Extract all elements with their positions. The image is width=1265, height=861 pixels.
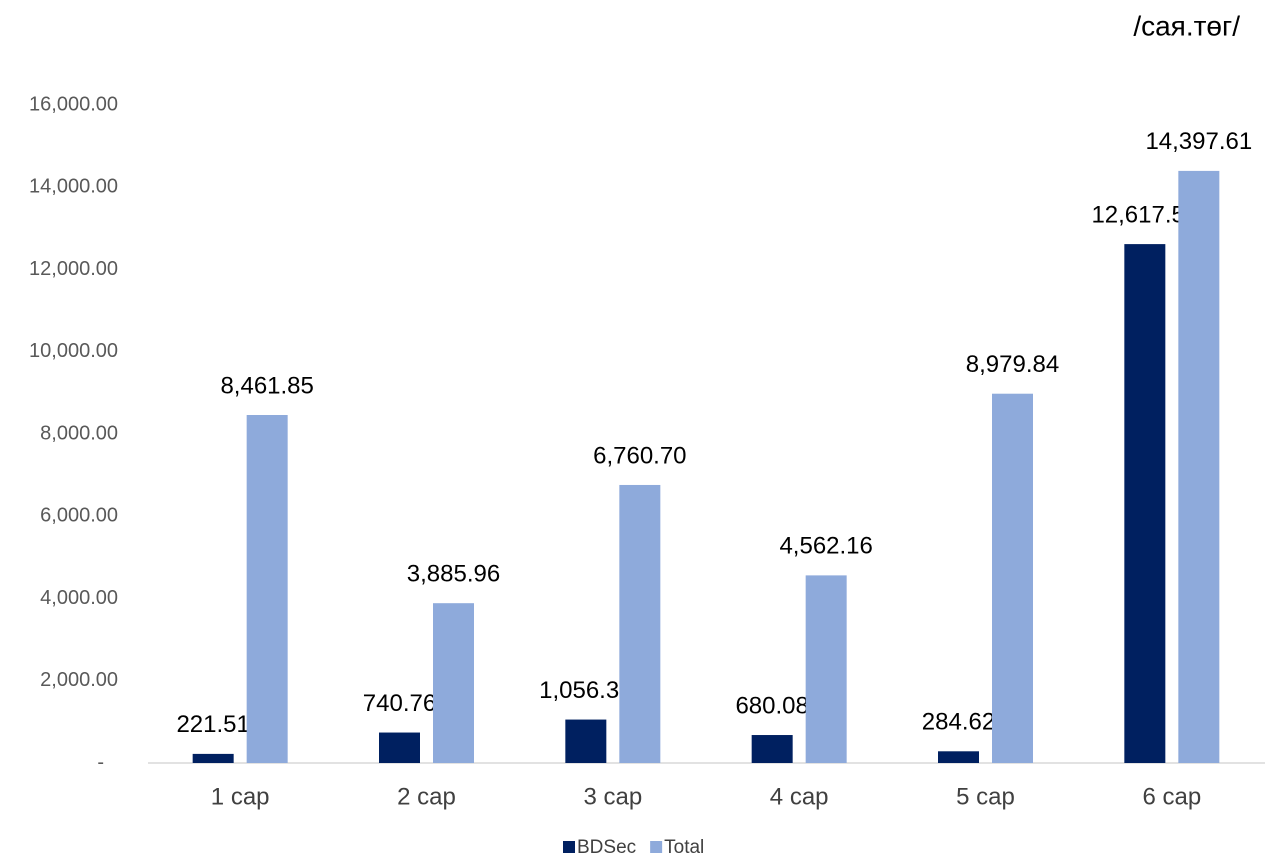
bar [379, 733, 420, 763]
bar [433, 603, 474, 763]
bar [992, 394, 1033, 763]
x-tick-label: 6 сар [1142, 783, 1201, 810]
bar [1124, 244, 1165, 763]
data-label: 3,885.96 [407, 561, 500, 588]
legend-label: Total [664, 837, 704, 858]
y-tick-label: 6,000.00 [40, 505, 118, 527]
x-tick-label: 5 сар [956, 783, 1015, 810]
bar [1178, 171, 1219, 763]
data-label: 4,562.16 [779, 533, 872, 560]
y-tick-label: 10,000.00 [29, 340, 118, 362]
legend-swatch [563, 841, 575, 853]
data-label: 1,056.35 [539, 677, 632, 704]
x-tick-label: 1 сар [211, 783, 270, 810]
data-label: 284.62 [922, 709, 995, 736]
x-tick-label: 4 сар [770, 783, 829, 810]
data-label: 8,461.85 [220, 372, 313, 399]
bar [565, 720, 606, 763]
legend-label: BDSec [577, 837, 636, 858]
y-tick-label: 14,000.00 [29, 176, 118, 198]
data-label: 740.76 [363, 690, 436, 717]
bar [619, 485, 660, 763]
legend-swatch [650, 841, 662, 853]
data-label: 6,760.70 [593, 442, 686, 469]
x-tick-label: 2 сар [397, 783, 456, 810]
x-tick-label: 3 сар [583, 783, 642, 810]
y-tick-label: 4,000.00 [40, 587, 118, 609]
chart: /сая.төг/ - 2,000.00 4,000.00 6,000.00 8,000… [0, 0, 1265, 861]
bar [752, 735, 793, 763]
data-label: 14,397.61 [1145, 128, 1252, 155]
bar [806, 575, 847, 763]
y-tick-label: 2,000.00 [40, 669, 118, 691]
y-tick-label: 12,000.00 [29, 258, 118, 280]
bar [247, 415, 288, 763]
bar [193, 754, 234, 763]
y-tick-label: 8,000.00 [40, 422, 118, 444]
y-tick-label: - [97, 751, 104, 773]
bar [938, 751, 979, 763]
data-label: 221.51 [176, 711, 249, 738]
unit-label: /сая.төг/ [1133, 10, 1240, 41]
y-tick-label: 16,000.00 [29, 93, 118, 115]
data-label: 680.08 [735, 692, 808, 719]
data-label: 8,979.84 [966, 351, 1059, 378]
